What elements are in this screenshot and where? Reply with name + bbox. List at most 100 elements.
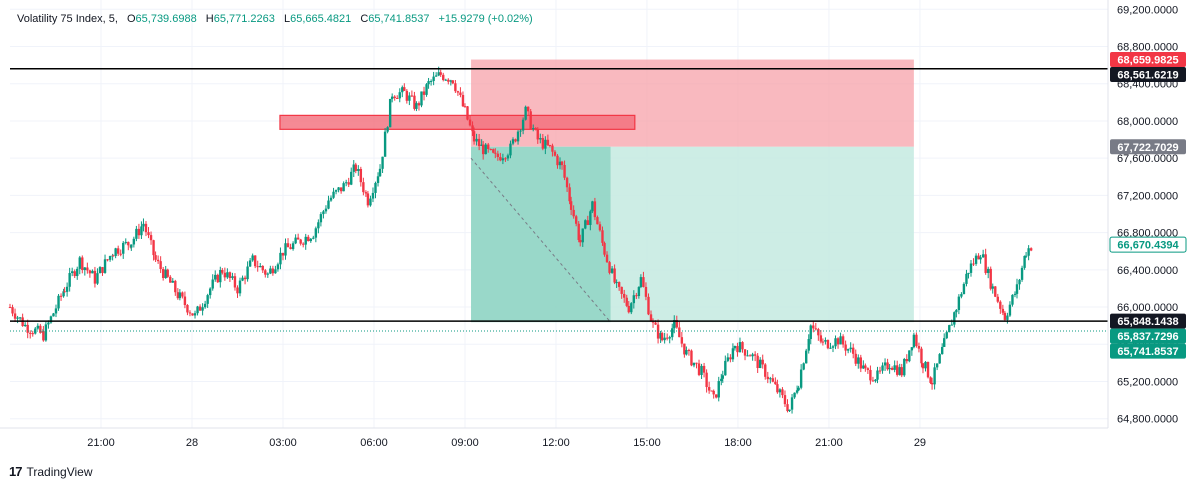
candle-body: [565, 177, 569, 188]
price-label-box: [1109, 236, 1187, 253]
tradingview-brand[interactable]: 17 TradingView: [9, 464, 93, 479]
candle-body: [468, 119, 472, 126]
candle-body: [1008, 304, 1012, 316]
candle-body: [371, 192, 375, 199]
candle-body: [62, 291, 65, 297]
price-tick-label: 65,200.0000: [1117, 376, 1178, 388]
candle-body: [369, 198, 372, 206]
candle-body: [738, 342, 742, 353]
candle-body: [101, 267, 104, 273]
candle-body: [955, 310, 958, 313]
candle-body: [940, 346, 944, 355]
price-tick-label: 66,000.0000: [1117, 302, 1178, 314]
candle-body: [581, 228, 584, 243]
candle-body: [524, 106, 527, 120]
candle-body: [405, 90, 409, 101]
candle-body: [690, 350, 693, 366]
price-labels: 68,659.9825 68,561.6219 67,722.7029 66,670.…: [1109, 52, 1187, 359]
candle-body: [152, 240, 155, 256]
candle-body: [366, 193, 370, 206]
candle-body: [114, 248, 117, 256]
candle-body: [945, 332, 948, 339]
candle-body: [874, 379, 877, 382]
candle-body: [930, 382, 934, 385]
candle-body: [236, 287, 239, 294]
candle-body: [63, 291, 66, 293]
candle-body: [256, 266, 259, 268]
candle-body: [427, 81, 430, 85]
candle-body: [132, 238, 136, 245]
candle-body: [659, 333, 662, 339]
candle-body: [304, 236, 307, 245]
candle-body: [487, 144, 490, 150]
candle-body: [589, 211, 592, 225]
candle-body: [834, 338, 837, 347]
candle-body: [529, 111, 532, 129]
candle-body: [73, 271, 76, 277]
candle-body: [534, 128, 537, 130]
candle-body: [381, 156, 384, 169]
candle-body: [208, 288, 212, 296]
candle-body: [29, 332, 32, 334]
candle-body: [579, 239, 582, 243]
high-value: 65,771.2263: [213, 13, 275, 25]
candle-body: [86, 267, 89, 271]
candle-body: [319, 214, 323, 223]
candle-body: [332, 191, 335, 198]
candle-body: [390, 96, 394, 99]
candle-body: [386, 127, 389, 132]
candle-body: [924, 361, 927, 369]
candle-body: [432, 76, 435, 82]
candle-body: [758, 359, 762, 369]
candle-body: [895, 365, 899, 375]
time-tick-label: 09:00: [451, 437, 479, 449]
time-tick-label: 06:00: [360, 437, 388, 449]
candle-body: [584, 220, 587, 229]
candle-body: [174, 280, 177, 293]
candle-body: [665, 337, 669, 339]
candle-body: [678, 327, 681, 338]
candle-body: [601, 230, 604, 243]
candle-body: [795, 390, 799, 393]
candle-body: [960, 294, 963, 297]
candle-body: [536, 129, 539, 140]
candle-body: [819, 335, 823, 342]
candle-body: [826, 340, 830, 349]
candle-body: [563, 164, 566, 178]
candle-body: [715, 394, 718, 398]
candle-body: [1029, 248, 1033, 251]
candle-body: [743, 349, 747, 356]
candle-body: [991, 286, 994, 289]
candle-body: [296, 237, 300, 240]
candle-body: [461, 95, 465, 107]
candle-body: [799, 369, 803, 388]
close-label: C: [360, 13, 369, 25]
candle-body: [516, 131, 520, 142]
candle-body: [401, 87, 404, 93]
candle-body: [454, 83, 457, 92]
symbol-name[interactable]: Volatility 75 Index, 5,: [17, 13, 118, 25]
candle-body: [526, 106, 530, 112]
candle-body: [149, 235, 153, 241]
candle-body: [569, 201, 573, 210]
time-tick-label: 28: [186, 437, 198, 449]
candle-body: [269, 268, 272, 274]
price-label-text: 65,848.1438: [1117, 316, 1178, 328]
candle-body: [403, 87, 406, 91]
candle-body: [705, 372, 708, 388]
candle-body: [96, 273, 99, 284]
price-axis[interactable]: 69,200.000068,800.000068,400.000068,000.…: [1107, 0, 1178, 428]
candle-body: [630, 303, 633, 313]
time-axis[interactable]: 21:00 28 03:00 06:00 09:00 12:00 15:00 18:00 21:…: [0, 427, 1108, 449]
candle-body: [748, 355, 752, 357]
candle-body: [274, 269, 277, 274]
candle-body: [736, 346, 739, 353]
candle-body: [608, 262, 611, 273]
horizontal-lines[interactable]: [10, 67, 1108, 332]
candle-body: [764, 364, 767, 377]
candle-body: [166, 269, 169, 277]
candle-body: [610, 268, 614, 273]
candle-body: [374, 182, 377, 193]
candle-body: [753, 354, 757, 356]
